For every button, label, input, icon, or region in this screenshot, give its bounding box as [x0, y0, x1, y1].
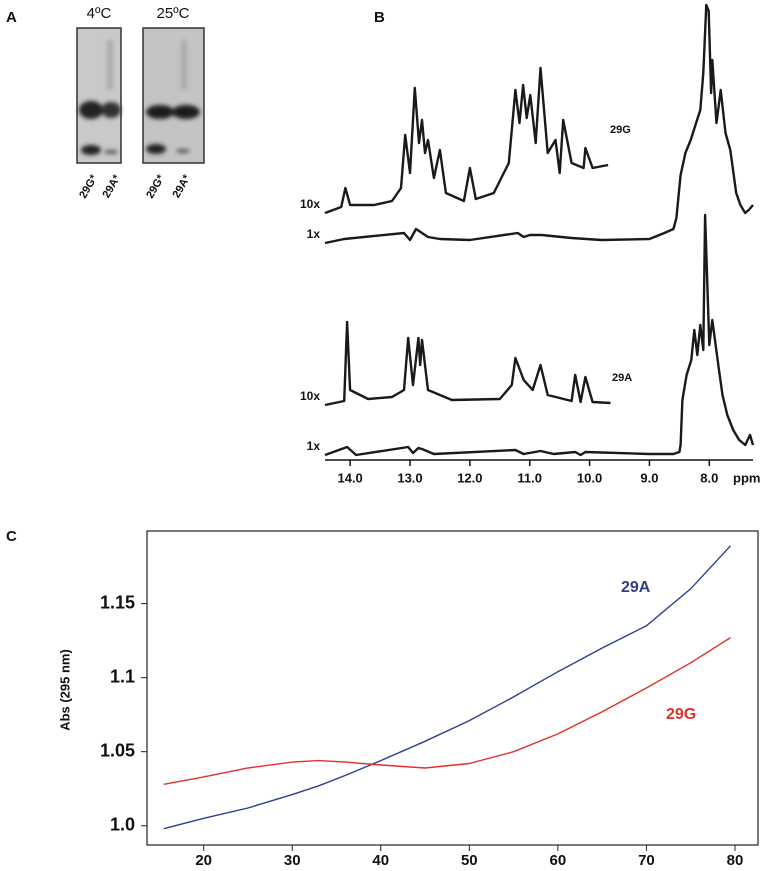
gel-condition: 4ºC [87, 5, 112, 22]
spectrum-line [324, 213, 755, 457]
x-tick-label: 70 [638, 852, 655, 869]
y-axis-label: Abs (295 nm) [57, 649, 72, 731]
x-tick-label: 30 [284, 852, 301, 869]
plot-frame [146, 530, 759, 846]
spectrum-line [324, 3, 754, 245]
x-tick-label: 10.0 [577, 470, 602, 485]
spectrum-label: 29A [612, 372, 632, 384]
lane-label: 29A* [100, 172, 123, 200]
panel-label: A [6, 9, 17, 26]
panel-label: C [6, 528, 17, 545]
gel-bands [79, 40, 200, 155]
y-tick-label: 1.0 [110, 814, 135, 834]
x-tick-label: 50 [461, 852, 478, 869]
x-tick-label: 12.0 [457, 470, 482, 485]
gel-panel: 4ºC 25ºC 29G* 29A* 29G* 29A* [76, 5, 205, 201]
trace-label: 10x [300, 197, 320, 211]
lane-label: 29G* [77, 172, 100, 200]
gel-condition: 25ºC [157, 5, 190, 22]
x-tick-label: 14.0 [337, 470, 362, 485]
data-line [163, 637, 731, 785]
trace-label: 1x [307, 227, 321, 241]
data-line [163, 545, 732, 830]
spectrum-line [324, 66, 609, 215]
spectrum-label: 29G [610, 124, 631, 136]
trace-label: 1x [307, 439, 321, 453]
y-tick-label: 1.1 [110, 666, 135, 686]
y-tick-label: 1.05 [100, 740, 135, 760]
x-tick-label: 20 [195, 852, 212, 869]
series-label: 29G [666, 706, 696, 723]
x-tick-label: 9.0 [640, 470, 658, 485]
lane-label: 29G* [144, 172, 167, 200]
x-tick-label: 40 [372, 852, 389, 869]
panel-label: B [374, 9, 385, 26]
gel-image [142, 27, 205, 164]
y-tick-label: 1.15 [100, 592, 135, 612]
gel-image [76, 27, 122, 164]
trace-label: 10x [300, 389, 320, 403]
spectrum-line [324, 320, 611, 407]
x-tick-label: 80 [727, 852, 744, 869]
x-tick-label: 13.0 [397, 470, 422, 485]
x-tick-label: 8.0 [700, 470, 718, 485]
series-label: 29A [621, 579, 651, 596]
lane-label: 29A* [170, 172, 193, 200]
x-axis-label: ppm [733, 470, 760, 485]
x-tick-label: 11.0 [517, 470, 542, 485]
x-tick-label: 60 [550, 852, 567, 869]
